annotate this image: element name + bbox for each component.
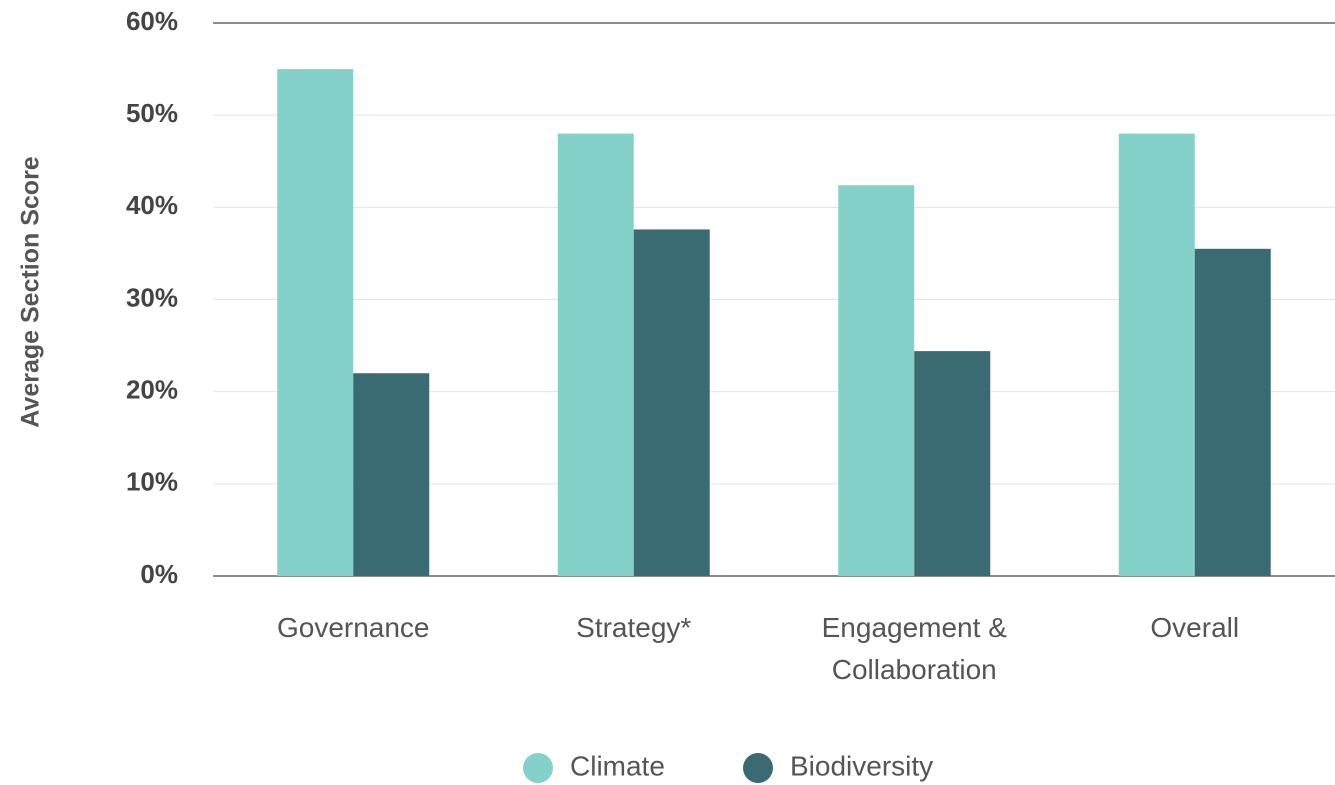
x-tick-label: Overall: [1150, 612, 1240, 643]
y-axis-label: Average Section Score: [17, 156, 45, 428]
y-tick-label: 40%: [126, 190, 178, 220]
y-tick-label: 30%: [126, 282, 178, 312]
bar: [838, 185, 915, 577]
bar: [277, 69, 354, 576]
y-tick-label: 20%: [126, 375, 178, 405]
x-tick-label: Strategy*: [576, 612, 692, 643]
bar: [557, 133, 634, 576]
bar: [914, 351, 991, 576]
legend-marker: [743, 753, 773, 783]
bar: [1194, 248, 1271, 576]
bar: [353, 373, 430, 576]
x-tick-label: Governance: [276, 612, 430, 643]
y-tick-label: 0%: [140, 559, 178, 589]
legend-label: Biodiversity: [790, 750, 933, 781]
y-tick-label: 60%: [126, 6, 178, 36]
legend-label: Climate: [570, 750, 665, 781]
bar: [1118, 133, 1195, 576]
y-tick-label: 10%: [126, 467, 178, 497]
y-tick-label: 50%: [126, 98, 178, 128]
x-tick-label: Engagement & Collaboration: [821, 612, 1007, 685]
legend-marker: [523, 753, 553, 783]
bar: [633, 229, 710, 576]
